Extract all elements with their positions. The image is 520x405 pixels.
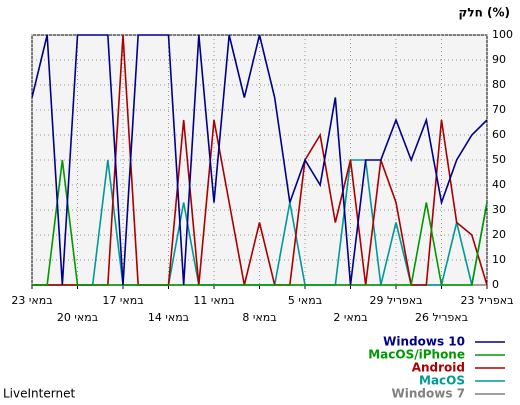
y-tick-label: 90 <box>492 53 506 66</box>
x-tick-label: 8 במאי <box>242 311 276 324</box>
y-tick-label: 40 <box>492 178 506 191</box>
x-tick-label: 11 במאי <box>193 294 234 307</box>
x-tick-label: 26 באפריל <box>415 311 468 324</box>
y-tick-label: 70 <box>492 103 506 116</box>
series-line <box>32 159 488 286</box>
x-tick-label: 29 באפריל <box>369 294 422 307</box>
y-tick-label: 0 <box>492 278 499 291</box>
y-tick-label: 20 <box>492 228 506 241</box>
y-tick-label: 60 <box>492 128 506 141</box>
y-tick-label: 30 <box>492 203 506 216</box>
footer: LiveInternet <box>3 387 75 401</box>
legend-label: Android <box>412 361 465 375</box>
x-tick-label: 20 במאי <box>57 311 98 324</box>
x-tick-label: 2 במאי <box>333 311 367 324</box>
y-tick-label: 10 <box>492 253 506 266</box>
x-tick-label: 5 במאי <box>288 294 322 307</box>
y-tick-label: 80 <box>492 78 506 91</box>
legend-label: Windows 10 <box>383 335 465 349</box>
x-tick-label: 23 במאי <box>11 294 52 307</box>
legend-label: Windows 7 <box>392 387 465 401</box>
series-line <box>31 34 488 286</box>
x-tick-label: 14 במאי <box>148 311 189 324</box>
x-tick-label: 23 באפריל <box>460 294 513 307</box>
y-tick-label: 100 <box>492 28 513 41</box>
legend-label: MacOS/iPhone <box>368 348 465 362</box>
y-tick-label: 50 <box>492 153 506 166</box>
x-tick-label: 17 במאי <box>102 294 143 307</box>
chart-title: חלק (%) <box>458 6 510 20</box>
legend-label: MacOS <box>419 374 465 388</box>
